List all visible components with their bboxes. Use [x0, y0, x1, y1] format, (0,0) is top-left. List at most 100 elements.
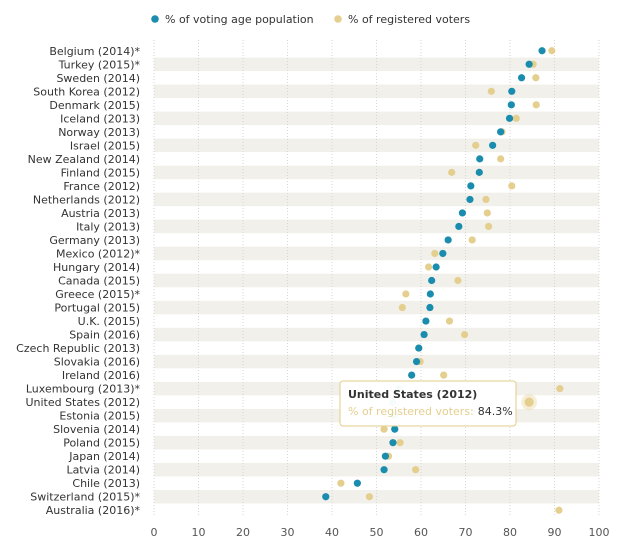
voting-age-point[interactable]	[381, 452, 389, 460]
voting-age-point[interactable]	[428, 276, 436, 285]
voting-age-point[interactable]	[353, 479, 361, 487]
voting-age-point[interactable]	[389, 439, 397, 447]
registered-voters-point[interactable]	[487, 87, 495, 95]
voting-age-point[interactable]	[408, 371, 416, 379]
category-label: Germany (2013)	[49, 234, 140, 247]
category-label: Italy (2013)	[76, 220, 140, 233]
registered-voters-point[interactable]	[483, 209, 491, 217]
category-label: Czech Republic (2013)	[16, 342, 140, 355]
category-label: U.K. (2015)	[78, 315, 140, 328]
voting-age-point[interactable]	[489, 141, 497, 149]
tooltip: United States (2012) % of registered vote…	[339, 380, 538, 427]
registered-voters-point[interactable]	[532, 74, 540, 82]
voting-age-point[interactable]	[432, 263, 440, 271]
x-tick-label: 10	[192, 526, 206, 539]
legend-registered-marker[interactable]	[334, 15, 342, 23]
registered-voters-point[interactable]	[555, 506, 563, 514]
registered-voters-point[interactable]	[461, 330, 469, 339]
voting-age-point[interactable]	[466, 195, 474, 204]
voting-age-point[interactable]	[415, 344, 423, 352]
registered-voters-point[interactable]	[556, 385, 564, 393]
category-label: Switzerland (2015)*	[30, 491, 140, 504]
voting-age-point[interactable]	[439, 249, 447, 258]
registered-voters-point[interactable]	[497, 155, 505, 163]
registered-voters-point[interactable]	[468, 236, 476, 244]
voting-age-point[interactable]	[455, 222, 463, 231]
registered-voters-point[interactable]	[396, 439, 404, 447]
registered-voters-point[interactable]	[337, 479, 345, 487]
registered-voters-point[interactable]	[454, 276, 462, 285]
voting-age-point[interactable]	[426, 303, 434, 312]
category-label: Portugal (2015)	[54, 302, 140, 315]
category-label: Sweden (2014)	[56, 72, 140, 85]
x-tick-label: 30	[281, 526, 295, 539]
voting-age-point[interactable]	[517, 74, 526, 82]
voting-age-point[interactable]	[476, 155, 484, 163]
registered-voters-point[interactable]	[380, 425, 388, 433]
category-label: South Korea (2012)	[33, 85, 140, 98]
voting-age-point[interactable]	[475, 168, 483, 176]
category-label: Australia (2016)*	[46, 504, 141, 517]
legend-voting-age-marker[interactable]	[151, 15, 159, 23]
registered-voters-point[interactable]	[365, 493, 373, 501]
category-label: Israel (2015)	[70, 139, 140, 152]
category-label: Finland (2015)	[61, 166, 140, 179]
x-tick-label: 40	[325, 526, 339, 539]
category-label: Luxembourg (2013)*	[26, 383, 141, 396]
registered-voters-point[interactable]	[485, 222, 493, 231]
tooltip-value-line: % of registered voters: 84.3%	[348, 405, 513, 418]
voting-age-point[interactable]	[426, 290, 434, 298]
voting-age-point[interactable]	[467, 182, 475, 190]
registered-voters-point[interactable]	[482, 195, 490, 204]
category-label: France (2012)	[63, 180, 140, 193]
registered-voters-point[interactable]	[398, 303, 406, 312]
registered-voters-point[interactable]	[431, 249, 439, 258]
registered-voters-point[interactable]	[508, 182, 516, 190]
voting-age-point[interactable]	[508, 87, 516, 95]
category-label: Slovenia (2014)	[53, 423, 140, 436]
voting-age-point[interactable]	[380, 466, 388, 474]
category-label: Chile (2013)	[72, 477, 140, 490]
hovered-point[interactable]	[524, 397, 534, 407]
legend-voting-age-label[interactable]: % of voting age population	[165, 13, 314, 26]
x-axis-ticks: 0 10 20 30 40 50 60 70 80 90 100	[151, 526, 610, 539]
category-label: Poland (2015)	[63, 437, 140, 450]
registered-voters-point[interactable]	[448, 168, 456, 176]
voting-age-point[interactable]	[505, 114, 514, 122]
chart-legend[interactable]: % of voting age population % of registere…	[151, 13, 470, 26]
tooltip-box	[339, 380, 517, 427]
registered-voters-point[interactable]	[402, 290, 410, 298]
registered-voters-point[interactable]	[472, 141, 480, 149]
tooltip-title: United States (2012)	[348, 388, 477, 401]
registered-voters-point[interactable]	[512, 114, 520, 122]
category-label: Belgium (2014)*	[49, 45, 140, 58]
voting-age-point[interactable]	[458, 209, 466, 217]
registered-voters-point[interactable]	[548, 47, 556, 55]
registered-voters-point[interactable]	[412, 466, 420, 474]
voting-age-point[interactable]	[538, 47, 546, 55]
category-labels: Belgium (2014)*Turkey (2015)*Sweden (201…	[16, 45, 140, 517]
voting-age-point[interactable]	[420, 330, 428, 339]
category-label: United States (2012)	[25, 396, 140, 409]
voting-age-point[interactable]	[422, 317, 430, 325]
category-label: Greece (2015)*	[55, 288, 140, 301]
voting-age-point[interactable]	[444, 236, 452, 244]
registered-voters-point[interactable]	[532, 101, 540, 109]
x-tick-label: 90	[548, 526, 562, 539]
x-tick-label: 100	[589, 526, 610, 539]
voting-age-point[interactable]	[507, 101, 515, 109]
registered-voters-point[interactable]	[424, 263, 433, 271]
registered-voters-point[interactable]	[445, 317, 454, 325]
category-label: New Zealand (2014)	[28, 153, 140, 166]
category-label: Austria (2013)	[61, 207, 140, 220]
voting-age-point[interactable]	[525, 60, 533, 68]
legend-registered-label[interactable]: % of registered voters	[348, 13, 470, 26]
registered-voters-point[interactable]	[440, 371, 448, 379]
voting-age-point[interactable]	[391, 425, 399, 433]
voting-age-point[interactable]	[497, 128, 505, 136]
voting-age-point[interactable]	[322, 493, 330, 501]
category-label: Iceland (2013)	[60, 112, 140, 125]
category-label: Slovakia (2016)	[54, 356, 140, 369]
voting-age-point[interactable]	[412, 357, 421, 366]
